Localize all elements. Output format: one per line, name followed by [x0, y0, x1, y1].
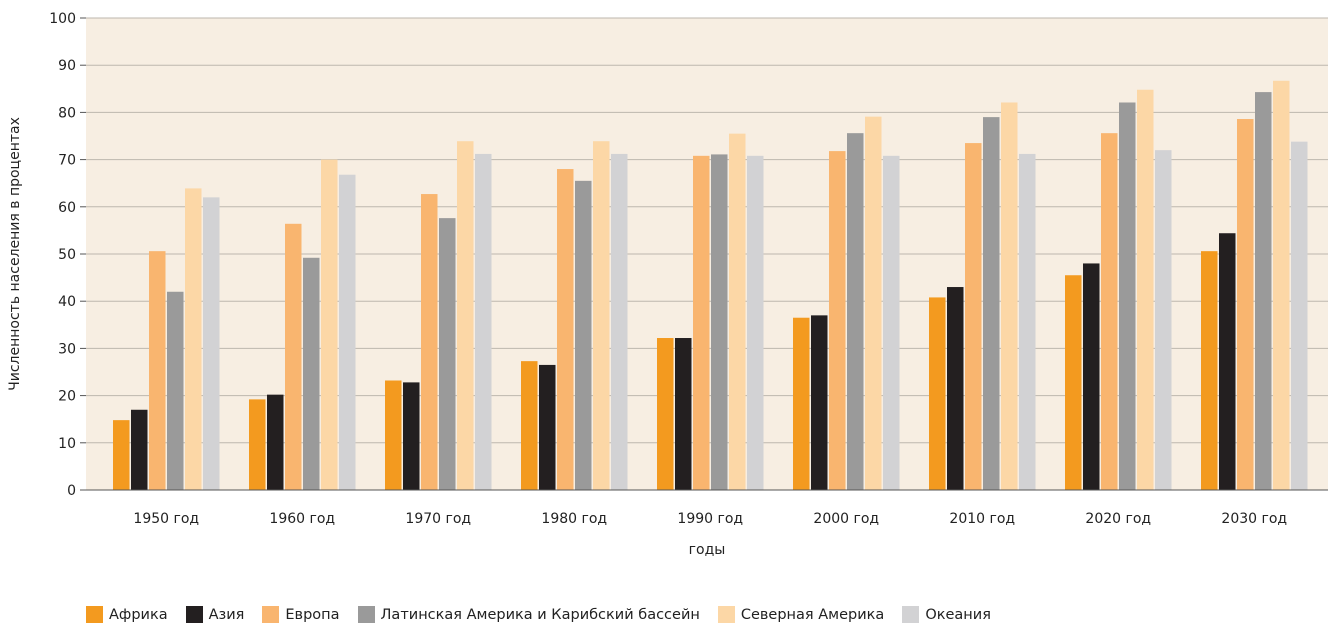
x-tick-label: 1990 год	[677, 511, 743, 527]
bar-1-5	[657, 338, 674, 490]
legend-item: Азия	[185, 606, 245, 623]
bar-5-5	[729, 133, 746, 490]
bar-1-6	[793, 317, 810, 490]
bar-2-3	[403, 382, 420, 490]
bar-6-8	[1155, 150, 1172, 490]
x-tick-label: 1970 год	[405, 511, 471, 527]
bar-4-2	[303, 257, 320, 490]
y-tick-label: 70	[58, 153, 76, 169]
y-tick-label: 100	[49, 11, 76, 27]
legend-swatch	[902, 606, 920, 623]
bar-4-9	[1255, 92, 1272, 490]
bar-2-2	[267, 394, 284, 490]
bar-1-8	[1065, 275, 1082, 490]
bar-3-1	[149, 251, 166, 490]
bar-2-8	[1083, 263, 1100, 490]
bar-1-1	[113, 420, 130, 490]
bar-2-4	[539, 364, 556, 490]
bar-3-7	[965, 143, 982, 490]
legend-swatch	[717, 606, 735, 623]
legend-item: Латинская Америка и Карибский бассейн	[357, 606, 700, 623]
legend-label: Северная Америка	[740, 606, 885, 623]
y-tick-label: 60	[58, 200, 76, 216]
x-tick-label: 2010 год	[949, 511, 1015, 527]
bar-6-9	[1291, 141, 1308, 490]
bar-6-3	[475, 153, 492, 490]
bar-6-2	[339, 174, 356, 491]
y-axis-title: Численность населения в процентах	[7, 117, 23, 391]
bar-1-3	[385, 380, 402, 490]
bar-4-5	[711, 154, 728, 490]
x-tick-label: 2000 год	[813, 511, 879, 527]
bar-6-1	[203, 197, 220, 491]
y-tick-label: 90	[58, 58, 76, 74]
bar-4-8	[1119, 102, 1136, 490]
legend-item: Северная Америка	[717, 606, 885, 623]
bar-4-7	[983, 117, 1000, 491]
x-tick-label: 2020 год	[1085, 511, 1151, 527]
legend-swatch	[86, 606, 103, 623]
y-tick-label: 50	[58, 247, 76, 263]
bar-5-9	[1273, 80, 1290, 490]
bar-3-6	[829, 151, 846, 490]
bar-6-6	[883, 155, 900, 490]
bar-3-8	[1101, 133, 1118, 490]
x-axis-title: годы	[689, 542, 726, 558]
bar-3-3	[421, 194, 438, 490]
bar-2-5	[675, 338, 692, 490]
x-tick-label: 1980 год	[541, 511, 607, 527]
bar-3-5	[693, 155, 710, 490]
bar-6-5	[747, 155, 764, 490]
x-tick-label: 1950 год	[133, 511, 199, 527]
x-tick-label: 1960 год	[269, 511, 335, 527]
bar-1-4	[521, 361, 538, 490]
bar-5-6	[865, 116, 882, 490]
legend-label: Европа	[285, 606, 340, 623]
bar-5-3	[457, 141, 474, 490]
bar-4-4	[575, 180, 592, 490]
bar-5-2	[321, 159, 338, 490]
bar-1-2	[249, 399, 266, 490]
legend-label: Африка	[109, 606, 168, 623]
bar-6-4	[611, 153, 628, 490]
legend: Африка Азия Европа Латинская Америка и Кари…	[86, 606, 1009, 623]
y-tick-label: 30	[58, 341, 76, 357]
legend-label: Океания	[925, 606, 991, 623]
legend-item: Океания	[902, 606, 991, 623]
bar-1-7	[929, 297, 946, 490]
bar-5-4	[593, 141, 610, 490]
bar-1-9	[1201, 251, 1218, 490]
bar-5-1	[185, 188, 202, 490]
legend-swatch	[357, 606, 375, 623]
bar-4-1	[167, 291, 184, 490]
bar-3-2	[285, 223, 302, 491]
legend-swatch	[185, 606, 203, 623]
bar-2-7	[947, 287, 964, 490]
y-tick-label: 40	[58, 294, 76, 310]
x-tick-label: 2030 год	[1221, 511, 1287, 527]
bar-4-6	[847, 133, 864, 490]
legend-label: Латинская Америка и Карибский бассейн	[380, 606, 700, 623]
y-tick-label: 0	[67, 483, 76, 499]
bar-2-9	[1219, 233, 1236, 490]
bar-6-7	[1019, 153, 1036, 490]
bar-2-6	[811, 315, 828, 490]
bar-3-9	[1237, 119, 1254, 491]
legend-item: Европа	[262, 606, 340, 623]
y-tick-label: 10	[58, 436, 76, 452]
bar-5-8	[1137, 89, 1154, 490]
y-tick-label: 80	[58, 105, 76, 121]
bar-4-3	[439, 218, 456, 491]
legend-swatch	[262, 606, 280, 623]
legend-item: Африка	[86, 606, 168, 623]
legend-label: Азия	[208, 606, 245, 623]
y-tick-label: 20	[58, 389, 76, 405]
bar-5-7	[1001, 102, 1018, 490]
bar-3-4	[557, 169, 574, 491]
bar-2-1	[131, 409, 148, 490]
